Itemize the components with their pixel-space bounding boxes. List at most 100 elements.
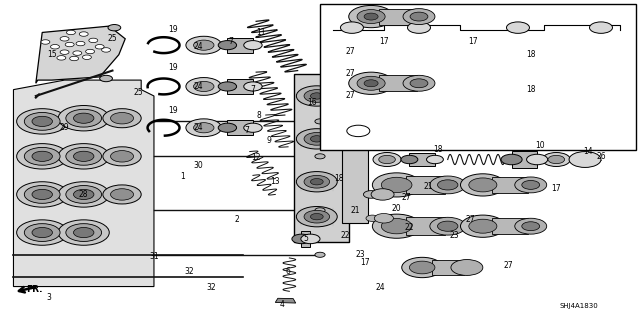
Text: FR.: FR. <box>26 285 42 293</box>
Bar <box>406 176 445 194</box>
Circle shape <box>438 180 458 190</box>
Text: 17: 17 <box>468 38 478 47</box>
Circle shape <box>83 55 92 59</box>
Text: 11: 11 <box>257 28 266 37</box>
Circle shape <box>340 22 364 33</box>
Circle shape <box>67 30 76 35</box>
Circle shape <box>103 109 141 128</box>
Circle shape <box>506 22 529 33</box>
Circle shape <box>438 221 458 231</box>
Circle shape <box>17 144 68 169</box>
Text: 8: 8 <box>257 111 262 120</box>
Bar <box>294 74 349 242</box>
Text: 28: 28 <box>79 190 88 199</box>
Circle shape <box>296 206 337 227</box>
Text: 32: 32 <box>207 283 216 292</box>
Circle shape <box>32 227 52 238</box>
Bar <box>227 79 253 94</box>
Circle shape <box>108 25 121 31</box>
Circle shape <box>103 147 141 166</box>
Circle shape <box>374 213 394 223</box>
Circle shape <box>364 13 378 20</box>
Text: 29: 29 <box>60 123 69 132</box>
Circle shape <box>74 113 94 123</box>
Circle shape <box>74 151 94 161</box>
Text: 23: 23 <box>355 250 365 259</box>
Bar <box>342 83 368 223</box>
Text: 27: 27 <box>346 69 355 78</box>
Bar <box>301 231 310 247</box>
Circle shape <box>451 260 483 275</box>
Text: 24: 24 <box>194 123 204 132</box>
Circle shape <box>218 82 237 91</box>
Text: 18: 18 <box>526 85 536 94</box>
Text: 21: 21 <box>424 182 433 191</box>
Polygon shape <box>36 26 125 83</box>
Polygon shape <box>275 298 296 303</box>
Bar <box>320 4 636 150</box>
Circle shape <box>102 48 111 52</box>
Circle shape <box>32 116 52 126</box>
Circle shape <box>51 45 60 49</box>
Text: 27: 27 <box>346 92 355 100</box>
Circle shape <box>461 174 505 196</box>
Circle shape <box>70 56 79 61</box>
Circle shape <box>58 220 109 245</box>
Circle shape <box>218 123 237 132</box>
Text: 27: 27 <box>504 261 513 271</box>
Text: 27: 27 <box>401 193 411 202</box>
Text: 5: 5 <box>303 234 308 243</box>
Circle shape <box>186 119 221 137</box>
Circle shape <box>461 215 505 237</box>
Circle shape <box>468 178 497 192</box>
Circle shape <box>86 49 95 54</box>
Text: 25: 25 <box>133 88 143 97</box>
Text: 15: 15 <box>47 50 56 59</box>
Circle shape <box>296 129 337 149</box>
Circle shape <box>186 78 221 95</box>
Text: 19: 19 <box>168 63 178 72</box>
Text: 10: 10 <box>536 141 545 150</box>
Circle shape <box>24 186 60 203</box>
Circle shape <box>66 224 102 241</box>
Text: 17: 17 <box>552 184 561 193</box>
Text: 7: 7 <box>244 126 249 135</box>
Circle shape <box>522 181 540 189</box>
Circle shape <box>589 22 612 33</box>
Circle shape <box>315 154 325 159</box>
Circle shape <box>522 222 540 231</box>
Circle shape <box>548 155 564 164</box>
Circle shape <box>244 41 262 50</box>
Circle shape <box>349 72 394 94</box>
Text: 6: 6 <box>285 267 291 276</box>
Text: 18: 18 <box>433 145 443 154</box>
Circle shape <box>410 12 428 21</box>
Bar <box>492 177 527 193</box>
Bar <box>492 218 527 234</box>
Circle shape <box>57 56 66 60</box>
Circle shape <box>403 75 435 91</box>
Text: 12: 12 <box>252 153 261 162</box>
Circle shape <box>60 50 69 54</box>
Text: SHJ4A1830: SHJ4A1830 <box>559 303 598 309</box>
Text: 25: 25 <box>108 34 117 43</box>
Circle shape <box>315 119 325 124</box>
Circle shape <box>74 227 94 238</box>
Text: 1: 1 <box>180 173 185 182</box>
Text: 9: 9 <box>266 136 271 145</box>
Circle shape <box>89 38 98 43</box>
Circle shape <box>24 113 60 130</box>
Circle shape <box>244 82 262 91</box>
Circle shape <box>296 172 337 192</box>
Circle shape <box>100 75 113 82</box>
Circle shape <box>304 210 330 223</box>
Circle shape <box>315 208 325 213</box>
Circle shape <box>515 177 547 193</box>
Circle shape <box>364 80 378 87</box>
Circle shape <box>430 217 466 235</box>
Circle shape <box>366 215 379 221</box>
Circle shape <box>17 182 68 207</box>
Text: 2: 2 <box>235 215 239 224</box>
Text: 26: 26 <box>596 152 606 161</box>
Circle shape <box>310 213 323 220</box>
